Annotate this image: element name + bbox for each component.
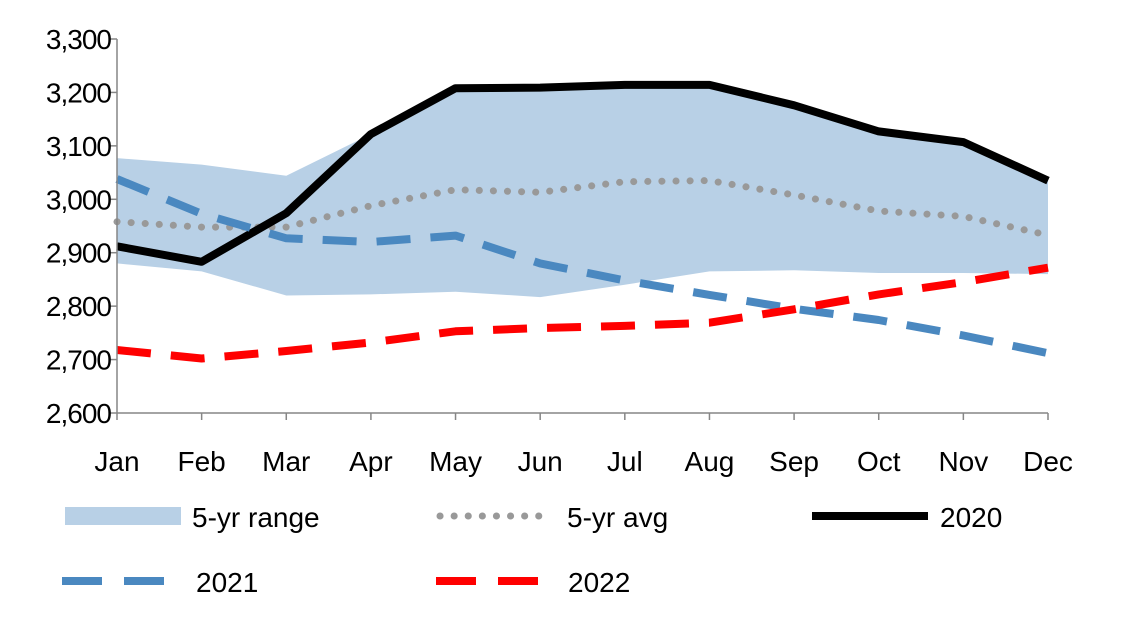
x-tick-label: Jan <box>94 446 139 477</box>
x-tick-label: Dec <box>1023 446 1073 477</box>
x-tick-label: Jun <box>518 446 563 477</box>
series-line-5-yr-avg <box>113 177 1052 239</box>
y-tick-label: 3,300 <box>46 24 111 55</box>
series-line-2020 <box>116 80 1050 266</box>
series-line-2022 <box>116 263 1049 363</box>
legend-label-2022: 2022 <box>568 567 630 598</box>
x-tick-label: Jul <box>607 446 643 477</box>
x-tick-label: May <box>429 446 482 477</box>
x-tick-label: Feb <box>178 446 226 477</box>
x-tick-label: Sep <box>769 446 819 477</box>
y-tick-label: 2,900 <box>46 238 111 269</box>
series-line-2021 <box>115 175 1049 358</box>
y-tick-label: 2,600 <box>46 398 111 429</box>
legend-label-5-yr-avg: 5-yr avg <box>567 502 668 533</box>
y-tick-label: 3,000 <box>46 184 111 215</box>
x-tick-label: Aug <box>685 446 735 477</box>
legend-label-5-yr-range: 5-yr range <box>192 502 320 533</box>
x-tick-label: Apr <box>349 446 393 477</box>
plot-area: 2,600 2,700 2,800 2,900 3,000 3,100 3,200 3,300… <box>46 24 1073 477</box>
x-tick-label: Oct <box>857 446 901 477</box>
range-band <box>117 84 1048 298</box>
y-tick-label: 3,200 <box>46 77 111 108</box>
y-tick-label: 2,800 <box>46 291 111 322</box>
y-tick-label: 3,100 <box>46 131 111 162</box>
x-tick-label: Nov <box>938 446 988 477</box>
x-tick-label: Mar <box>262 446 310 477</box>
legend-label-2020: 2020 <box>940 502 1002 533</box>
legend-swatch-5-yr-range <box>65 507 181 525</box>
legend: 5-yr range 5-yr avg 2020 2021 2022 <box>62 502 1002 598</box>
legend-label-2021: 2021 <box>196 567 258 598</box>
y-tick-label: 2,700 <box>46 345 111 376</box>
